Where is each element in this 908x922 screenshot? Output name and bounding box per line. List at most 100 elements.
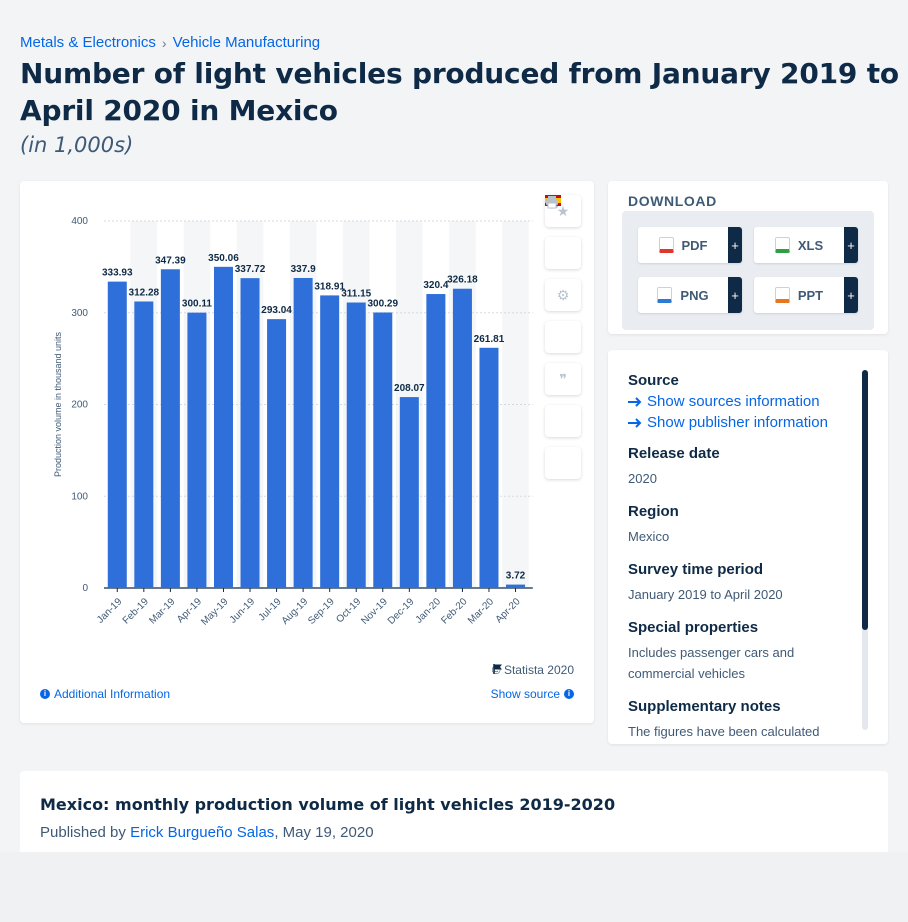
show-publisher-label: Show publisher information [647, 414, 828, 431]
download-options: PDF + XLS + PNG + PPT + [622, 211, 874, 330]
notification-bell-icon[interactable] [545, 196, 581, 269]
data-label: 300.11 [182, 299, 212, 310]
bar-dec-19 [399, 397, 419, 588]
scrollbar-thumb[interactable] [862, 370, 868, 630]
supplementary-notes-label: Supplementary notes [628, 698, 781, 715]
x-tick-label: Mar-19 [147, 596, 177, 626]
cite-quote-icon[interactable]: ❞ [545, 363, 581, 395]
special-properties-label: Special properties [628, 619, 759, 636]
data-label: 293.04 [261, 305, 292, 316]
download-pdf-plus[interactable]: + [728, 227, 742, 263]
download-card: DOWNLOAD PDF + XLS + PNG + PPT + [608, 181, 888, 334]
x-tick-label: Feb-19 [121, 596, 151, 626]
data-label: 326.18 [447, 275, 478, 286]
download-pdf-button[interactable]: PDF + [638, 227, 742, 263]
x-tick-label: Nov-19 [359, 596, 390, 627]
arrow-right-icon [628, 417, 642, 428]
bar-mar-19 [160, 269, 180, 588]
data-label: 320.4 [423, 280, 448, 291]
data-label: 311.15 [341, 289, 371, 300]
bar-jan-19 [107, 281, 127, 588]
show-source-link[interactable]: Show source i [491, 687, 574, 701]
bar-feb-20 [452, 288, 472, 588]
bar-nov-19 [373, 312, 393, 588]
print-icon[interactable] [545, 196, 581, 479]
bar-apr-20 [506, 584, 526, 588]
bar-mar-20 [479, 347, 499, 588]
breadcrumb-link-metals[interactable]: Metals & Electronics [20, 34, 156, 51]
author-link[interactable]: Erick Burgueño Salas [130, 824, 275, 841]
arrow-right-icon [628, 396, 642, 407]
y-tick-label: 100 [71, 491, 88, 502]
page-subtitle: (in 1,000s) [20, 133, 134, 157]
supplementary-notes-value: The figures have been calculated [628, 724, 820, 739]
data-label: 347.39 [155, 255, 186, 266]
publish-date: , May 19, 2020 [274, 824, 374, 841]
x-tick-label: Aug-19 [280, 596, 311, 627]
published-prefix: Published by [40, 824, 131, 841]
x-tick-label: May-19 [199, 596, 231, 628]
breadcrumb: Metals & Electronics › Vehicle Manufactu… [20, 34, 320, 51]
data-label: 300.29 [367, 298, 398, 309]
ppt-file-icon [774, 287, 790, 303]
data-label: 312.28 [129, 287, 160, 298]
footer-band [0, 852, 908, 922]
data-label: 3.72 [506, 571, 526, 582]
xls-file-icon [774, 237, 790, 253]
y-tick-label: 300 [71, 308, 88, 319]
settings-gear-icon[interactable]: ⚙ [545, 279, 581, 311]
png-file-icon [657, 287, 673, 303]
data-label: 261.81 [474, 334, 505, 345]
x-tick-label: Jan-20 [414, 596, 444, 626]
show-sources-link[interactable]: Show sources information [628, 393, 850, 410]
copyright-text[interactable]: © Statista 2020 [491, 663, 574, 677]
y-axis-label: Production volume in thousand units [53, 331, 63, 477]
x-tick-label: Oct-19 [334, 596, 363, 625]
download-title: DOWNLOAD [628, 193, 717, 209]
chart-copyright: © Statista 2020 [492, 663, 574, 677]
special-properties-value: Includes passenger cars and commercial v… [628, 645, 795, 681]
survey-period-label: Survey time period [628, 561, 764, 578]
show-sources-label: Show sources information [647, 393, 820, 410]
data-label: 350.06 [208, 253, 239, 264]
show-source-label: Show source [490, 687, 560, 701]
download-xls-plus[interactable]: + [844, 227, 858, 263]
chart-card: 0 100 200 300 400 Production volume in thousa… [20, 181, 594, 723]
data-label: 337.72 [235, 264, 266, 275]
y-tick-label: 200 [71, 400, 88, 411]
x-tick-label: Dec-19 [386, 596, 417, 627]
report-flag-icon[interactable] [492, 663, 504, 675]
bar-chart: 0 100 200 300 400 Production volume in thousa… [53, 216, 533, 628]
region-label: Region [628, 503, 679, 520]
info-icon: i [40, 689, 50, 699]
share-icon[interactable] [545, 196, 581, 353]
download-png-plus[interactable]: + [728, 277, 742, 313]
x-tick-label: Feb-20 [439, 596, 469, 626]
pdf-file-icon [658, 237, 674, 253]
show-publisher-link[interactable]: Show publisher information [628, 414, 850, 431]
release-date-value: 2020 [628, 471, 657, 486]
data-label: 318.91 [314, 281, 345, 292]
download-xls-button[interactable]: XLS + [754, 227, 858, 263]
data-label: 337.9 [291, 264, 316, 275]
source-scrollbar[interactable] [862, 370, 868, 730]
source-label: Source [628, 372, 679, 389]
release-date-label: Release date [628, 445, 720, 462]
data-label: 208.07 [394, 383, 425, 394]
bar-aug-19 [293, 277, 313, 588]
source-details-card: Source Show sources information Show pub… [608, 350, 888, 744]
download-ppt-plus[interactable]: + [844, 277, 858, 313]
download-png-button[interactable]: PNG + [638, 277, 742, 313]
download-ppt-button[interactable]: PPT + [754, 277, 858, 313]
chart-toolbar: ★ ⚙ ❞ [545, 195, 581, 489]
article-meta: Published by Erick Burgueño Salas, May 1… [40, 824, 374, 841]
y-tick-label: 400 [71, 216, 88, 227]
additional-information-label: Additional Information [54, 687, 171, 701]
article-title: Mexico: monthly production volume of lig… [40, 795, 616, 814]
download-png-label: PNG [680, 287, 709, 303]
breadcrumb-link-vehicle-manufacturing[interactable]: Vehicle Manufacturing [172, 34, 321, 51]
additional-information-link[interactable]: i Additional Information [40, 687, 170, 701]
download-xls-label: XLS [797, 237, 824, 253]
download-pdf-label: PDF [681, 237, 708, 253]
language-flag-spain-icon[interactable] [545, 195, 581, 437]
